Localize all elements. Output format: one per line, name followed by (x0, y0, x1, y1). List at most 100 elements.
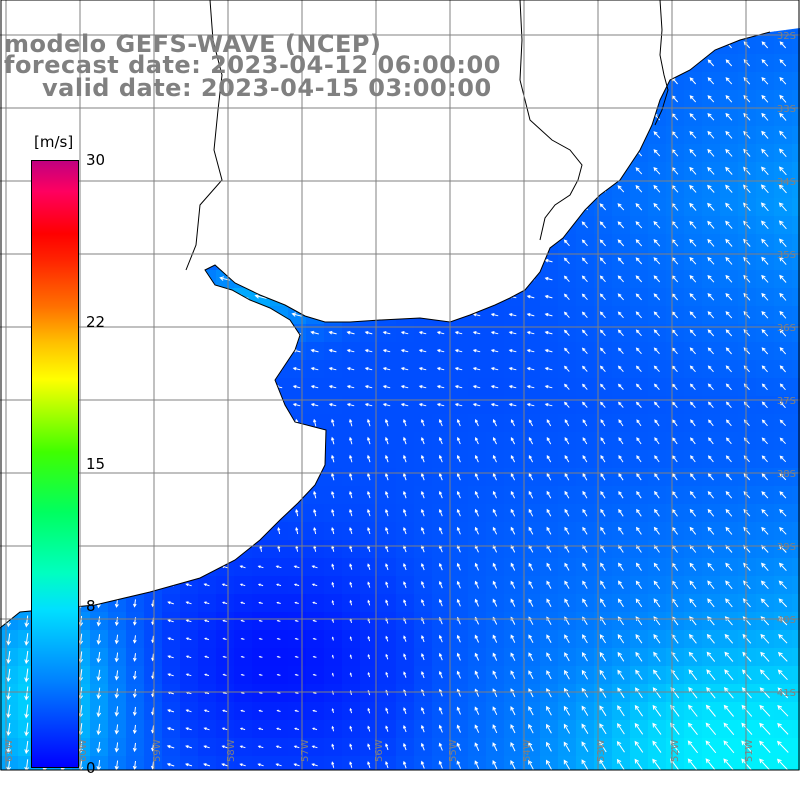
wind-arrow (490, 331, 499, 335)
wind-arrow (169, 544, 173, 553)
wind-arrow (706, 651, 716, 662)
wind-arrow (310, 403, 319, 407)
wind-arrow (689, 616, 697, 626)
wind-arrow (616, 740, 625, 753)
longitude-label: 51W (744, 739, 755, 762)
wind-arrow (221, 745, 228, 749)
wind-arrow (257, 763, 264, 767)
wind-arrow (653, 651, 661, 662)
wind-speed-cell (270, 216, 289, 235)
wind-arrow (22, 151, 31, 155)
wind-speed-cell (306, 234, 325, 253)
wind-arrow (24, 597, 30, 610)
wind-arrow (544, 403, 553, 407)
wind-arrow (367, 436, 371, 445)
wind-arrow (184, 223, 193, 227)
wind-arrow (346, 367, 355, 371)
wind-arrow (364, 223, 373, 227)
wind-speed-cell (270, 756, 289, 770)
wind-arrow (223, 472, 227, 481)
wind-arrow (528, 723, 534, 734)
wind-arrow (492, 742, 498, 752)
wind-arrow (763, 6, 768, 12)
wind-arrow (166, 745, 175, 749)
wind-speed-cell (666, 0, 685, 19)
wind-arrow (438, 526, 443, 535)
wind-arrow (132, 671, 137, 680)
wind-arrow (546, 8, 553, 11)
wind-arrow (187, 418, 191, 427)
wind-speed-cell (558, 36, 577, 55)
wind-arrow (96, 580, 101, 591)
wind-arrow (385, 635, 389, 642)
wind-speed-cell (522, 54, 541, 73)
wind-arrow (22, 331, 31, 335)
wind-speed-cell (486, 144, 505, 163)
wind-arrow (400, 223, 409, 227)
wind-arrow (564, 472, 570, 481)
wind-arrow (22, 241, 31, 245)
wind-arrow (653, 149, 661, 157)
wind-arrow (418, 313, 427, 317)
wind-speed-cell (396, 216, 415, 235)
wind-speed-cell (486, 234, 505, 253)
wind-arrow (761, 59, 769, 67)
wind-arrow (276, 619, 281, 622)
wind-arrow (689, 329, 696, 337)
wind-speed-cell (378, 234, 397, 253)
wind-arrow (472, 223, 481, 227)
wind-arrow (203, 583, 210, 587)
wind-arrow (490, 313, 499, 317)
wind-speed-cell (234, 144, 253, 163)
wind-arrow (528, 508, 534, 517)
wind-arrow (725, 401, 732, 409)
wind-arrow (544, 276, 553, 281)
wind-arrow (222, 8, 228, 11)
wind-speed-cell (198, 414, 217, 433)
wind-arrow (544, 168, 553, 173)
wind-speed-cell (234, 432, 253, 451)
latitude-label: 38S (777, 469, 796, 480)
wind-arrow (310, 223, 319, 227)
wind-arrow (689, 220, 697, 229)
wind-arrow (564, 490, 570, 499)
wind-arrow (255, 276, 267, 281)
wind-arrow (689, 401, 696, 409)
wind-speed-cell (72, 108, 91, 127)
wind-arrow (454, 43, 463, 47)
wind-arrow (310, 133, 319, 137)
wind-arrow (130, 28, 139, 29)
wind-arrow (385, 743, 389, 751)
wind-arrow (130, 115, 139, 119)
wind-arrow (58, 28, 67, 29)
wind-arrow (385, 563, 389, 571)
wind-arrow (114, 760, 119, 770)
wind-arrow (238, 240, 247, 245)
wind-speed-cell (0, 378, 19, 397)
wind-speed-cell (450, 126, 469, 145)
wind-arrow (328, 151, 337, 155)
wind-arrow (759, 704, 771, 717)
wind-arrow (474, 562, 479, 571)
wind-arrow (274, 115, 283, 119)
wind-arrow (654, 473, 660, 481)
wind-arrow (310, 151, 319, 155)
wind-arrow (346, 330, 355, 335)
wind-speed-cell (486, 0, 505, 19)
wind-arrow (7, 509, 11, 518)
wind-arrow (617, 723, 625, 735)
wind-speed-cell (180, 108, 199, 127)
wind-speed-cell (396, 234, 415, 253)
wind-speed-cell (126, 0, 145, 19)
wind-speed-cell (216, 756, 235, 770)
wind-arrow (618, 580, 624, 589)
wind-speed-cell (162, 0, 181, 19)
wind-arrow (22, 79, 31, 83)
wind-speed-cell (234, 306, 253, 325)
wind-arrow (239, 583, 246, 587)
wind-arrow (328, 133, 337, 137)
wind-arrow (148, 223, 157, 227)
wind-arrow (166, 565, 175, 569)
wind-arrow (599, 616, 606, 626)
wind-arrow (220, 240, 229, 245)
